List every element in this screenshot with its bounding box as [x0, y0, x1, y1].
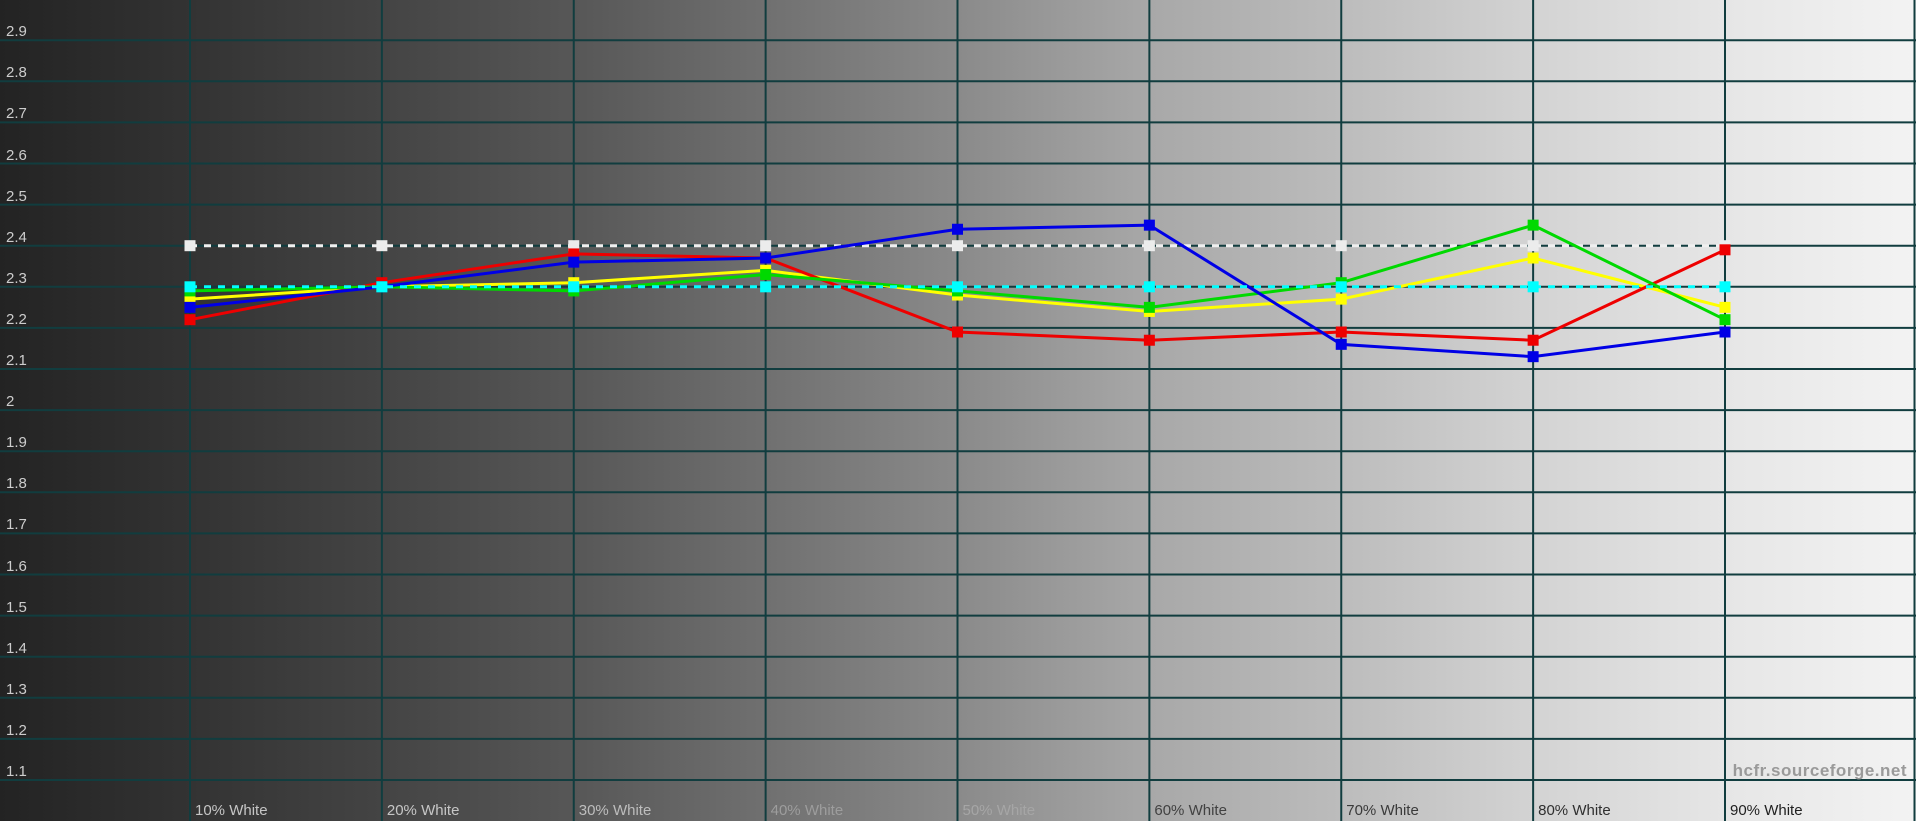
series-reference-marker — [1335, 240, 1347, 252]
series-blue-marker — [1527, 351, 1539, 363]
series-green-marker — [1143, 301, 1155, 313]
y-tick-label: 1.5 — [6, 598, 27, 616]
series-green-marker — [1719, 314, 1731, 326]
series-red-marker — [1719, 244, 1731, 256]
series-blue-marker — [1335, 338, 1347, 350]
y-tick-label: 2 — [6, 393, 15, 411]
series-average-marker — [1143, 281, 1155, 293]
y-tick-label: 1.9 — [6, 434, 27, 452]
series-luma-marker — [1719, 301, 1731, 313]
series-reference-marker — [760, 240, 772, 252]
series-blue-marker — [1143, 219, 1155, 231]
series-luma-marker — [1527, 252, 1539, 264]
series-red-marker — [184, 314, 196, 326]
series-blue-marker — [568, 256, 580, 268]
series-blue-marker — [1719, 326, 1731, 338]
y-tick-label: 2.1 — [6, 352, 27, 369]
series-red-marker — [568, 248, 580, 260]
y-tick-label: 2.8 — [6, 64, 27, 82]
series-reference-marker — [1527, 240, 1539, 252]
series-green-marker — [1527, 219, 1539, 231]
series-blue-marker — [184, 301, 196, 313]
x-tick-label: 90% White — [1730, 802, 1803, 819]
series-reference-marker — [568, 240, 580, 252]
x-tick-label: 10% White — [195, 802, 268, 819]
x-tick-label: 20% White — [386, 802, 460, 819]
series-reference-marker — [952, 240, 963, 252]
series-reference-marker — [1143, 240, 1155, 252]
series-average-marker — [1527, 281, 1539, 293]
y-tick-label: 2.5 — [6, 187, 27, 205]
series-average-marker — [1719, 281, 1731, 293]
y-tick-label: 2.6 — [6, 146, 27, 164]
x-tick-label: 60% White — [1154, 802, 1227, 819]
series-blue-marker — [760, 252, 772, 264]
y-tick-label: 2.7 — [6, 105, 27, 123]
series-average-marker — [184, 281, 196, 293]
series-red-marker — [1335, 326, 1347, 338]
y-tick-label: 1.4 — [6, 639, 27, 657]
series-average-marker — [568, 281, 580, 293]
series-reference-marker — [376, 240, 388, 252]
y-tick-label: 1.7 — [6, 516, 27, 534]
watermark: hcfr.sourceforge.net — [1732, 761, 1907, 780]
series-luma-marker — [184, 293, 196, 305]
series-average-marker — [760, 281, 772, 293]
y-tick-label: 1.2 — [6, 721, 27, 739]
y-tick-label: 1.6 — [6, 557, 27, 575]
y-tick-label: 2.2 — [6, 310, 27, 328]
x-tick-label: 40% White — [770, 802, 844, 819]
x-tick-label: 80% White — [1538, 802, 1611, 819]
series-green-marker — [760, 268, 772, 280]
series-average-marker — [952, 281, 963, 293]
series-luma-marker — [1335, 293, 1347, 305]
x-tick-label: 70% White — [1346, 802, 1419, 819]
y-tick-label: 2.9 — [6, 23, 27, 41]
series-average-marker — [376, 281, 388, 293]
x-tick-label: 50% White — [962, 802, 1036, 819]
series-average-marker — [1335, 281, 1347, 293]
series-reference-marker — [184, 240, 196, 252]
y-tick-label: 2.4 — [6, 228, 27, 246]
series-red-marker — [1143, 334, 1155, 346]
y-tick-label: 1.3 — [6, 680, 27, 698]
y-tick-label: 1.1 — [6, 763, 27, 780]
x-tick-label: 30% White — [578, 802, 652, 819]
series-red-marker — [1527, 334, 1539, 346]
series-red-marker — [952, 326, 963, 338]
y-tick-label: 1.8 — [6, 475, 27, 493]
series-blue-marker — [952, 223, 963, 235]
y-tick-label: 2.3 — [6, 269, 27, 287]
